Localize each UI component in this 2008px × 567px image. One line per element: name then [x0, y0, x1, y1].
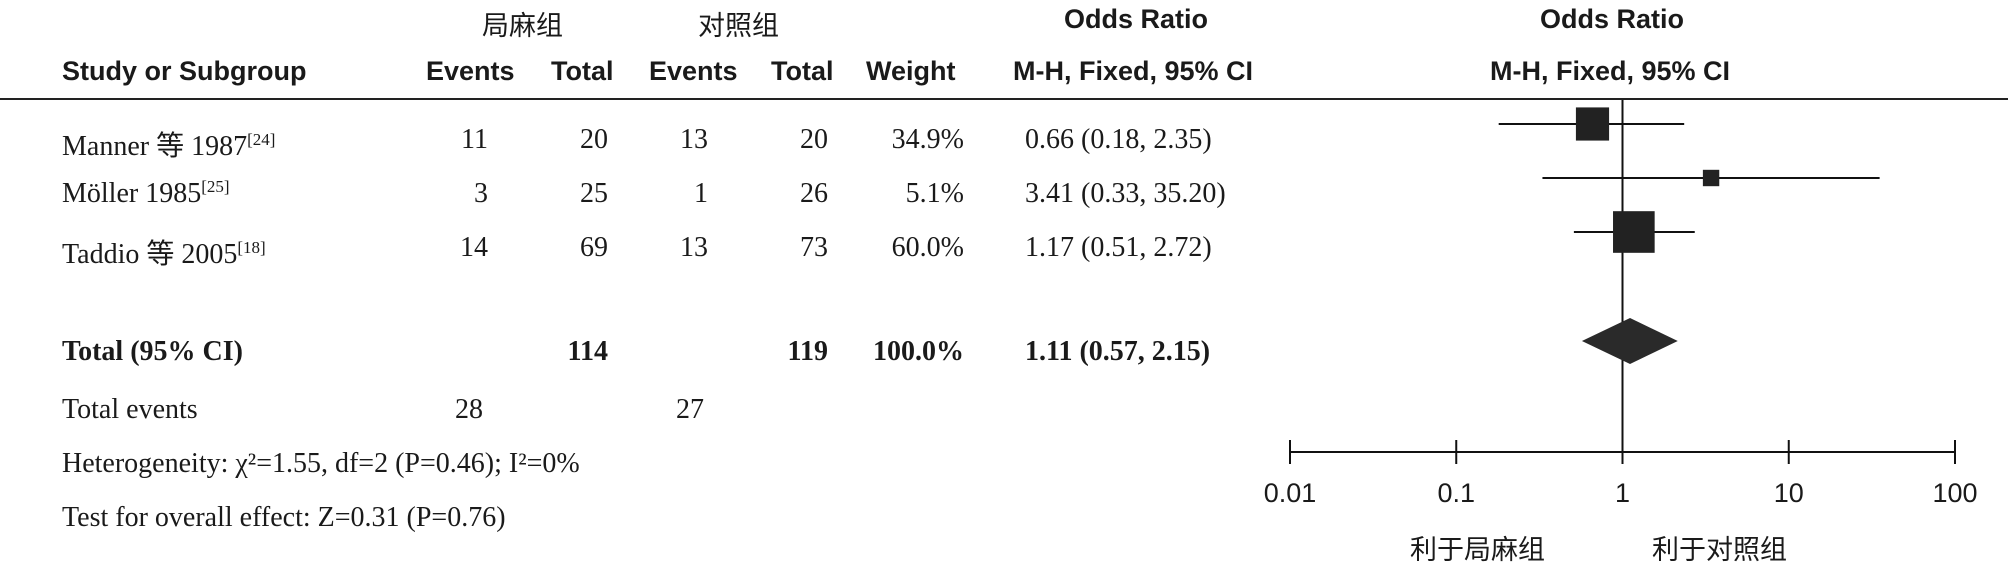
x-tick-label: 1 [1614, 478, 1631, 508]
weight-column-header: Weight [866, 56, 956, 86]
group-label-left: 局麻组 [482, 11, 563, 42]
heterogeneity-text: Heterogeneity: χ²=1.55, df=2 (P=0.46); I… [62, 448, 580, 479]
ci-value: 3.41 (0.33, 35.20) [1025, 178, 1226, 209]
or-title-right: Odds Ratio [1540, 4, 1685, 34]
x-tick-label: 10 [1773, 478, 1804, 508]
events1-value: 3 [474, 178, 488, 209]
weight-value: 60.0% [891, 232, 964, 263]
total2-value: 20 [800, 124, 828, 155]
events1-value: 11 [461, 124, 488, 155]
x-tick-label: 0.1 [1437, 478, 1476, 508]
total-weight: 100.0% [873, 336, 964, 367]
events2-value: 13 [680, 232, 708, 263]
total-events2: 27 [676, 394, 704, 425]
overall-effect-text: Test for overall effect: Z=0.31 (P=0.76) [62, 502, 506, 533]
study-name: Möller 1985[25] [62, 177, 230, 209]
events2-column-header: Events [649, 56, 738, 86]
weight-value: 5.1% [905, 178, 964, 209]
total2-column-header: Total [771, 56, 834, 86]
total2-value: 73 [800, 232, 828, 263]
total1-value: 25 [580, 178, 608, 209]
events1-column-header: Events [426, 56, 515, 86]
or-title-left: Odds Ratio [1064, 4, 1209, 34]
or-method-right: M-H, Fixed, 95% CI [1490, 56, 1731, 86]
group-label-right: 对照组 [698, 11, 779, 42]
total-ci: 1.11 (0.57, 2.15) [1025, 336, 1211, 367]
total-events1: 28 [455, 394, 483, 425]
study-name: Manner 等 1987[24] [62, 130, 276, 162]
events1-value: 14 [460, 232, 488, 263]
study-point [1702, 169, 1720, 187]
events2-value: 1 [694, 178, 708, 209]
total1-value: 69 [580, 232, 608, 263]
favours-left-label: 利于局麻组 [1410, 535, 1545, 566]
events2-value: 13 [680, 124, 708, 155]
study-name: Taddio 等 2005[18] [62, 238, 266, 270]
total-label: Total (95% CI) [62, 336, 243, 367]
or-method-left: M-H, Fixed, 95% CI [1013, 56, 1254, 86]
total2-sum: 119 [787, 336, 828, 367]
x-tick-label: 0.01 [1263, 478, 1317, 508]
favours-right-label: 利于对照组 [1652, 535, 1787, 566]
ci-value: 1.17 (0.51, 2.72) [1025, 232, 1212, 263]
study-point [1613, 211, 1655, 253]
total1-column-header: Total [551, 56, 614, 86]
study-point [1575, 107, 1610, 141]
weight-value: 34.9% [891, 124, 964, 155]
study-column-header: Study or Subgroup [62, 56, 307, 86]
total1-sum: 114 [567, 336, 608, 367]
total2-value: 26 [800, 178, 828, 209]
header-rule [0, 98, 2008, 100]
x-tick-label: 100 [1932, 478, 1978, 508]
pooled-diamond [1581, 318, 1678, 364]
ci-value: 0.66 (0.18, 2.35) [1025, 124, 1212, 155]
total1-value: 20 [580, 124, 608, 155]
total-events-label: Total events [62, 394, 198, 425]
